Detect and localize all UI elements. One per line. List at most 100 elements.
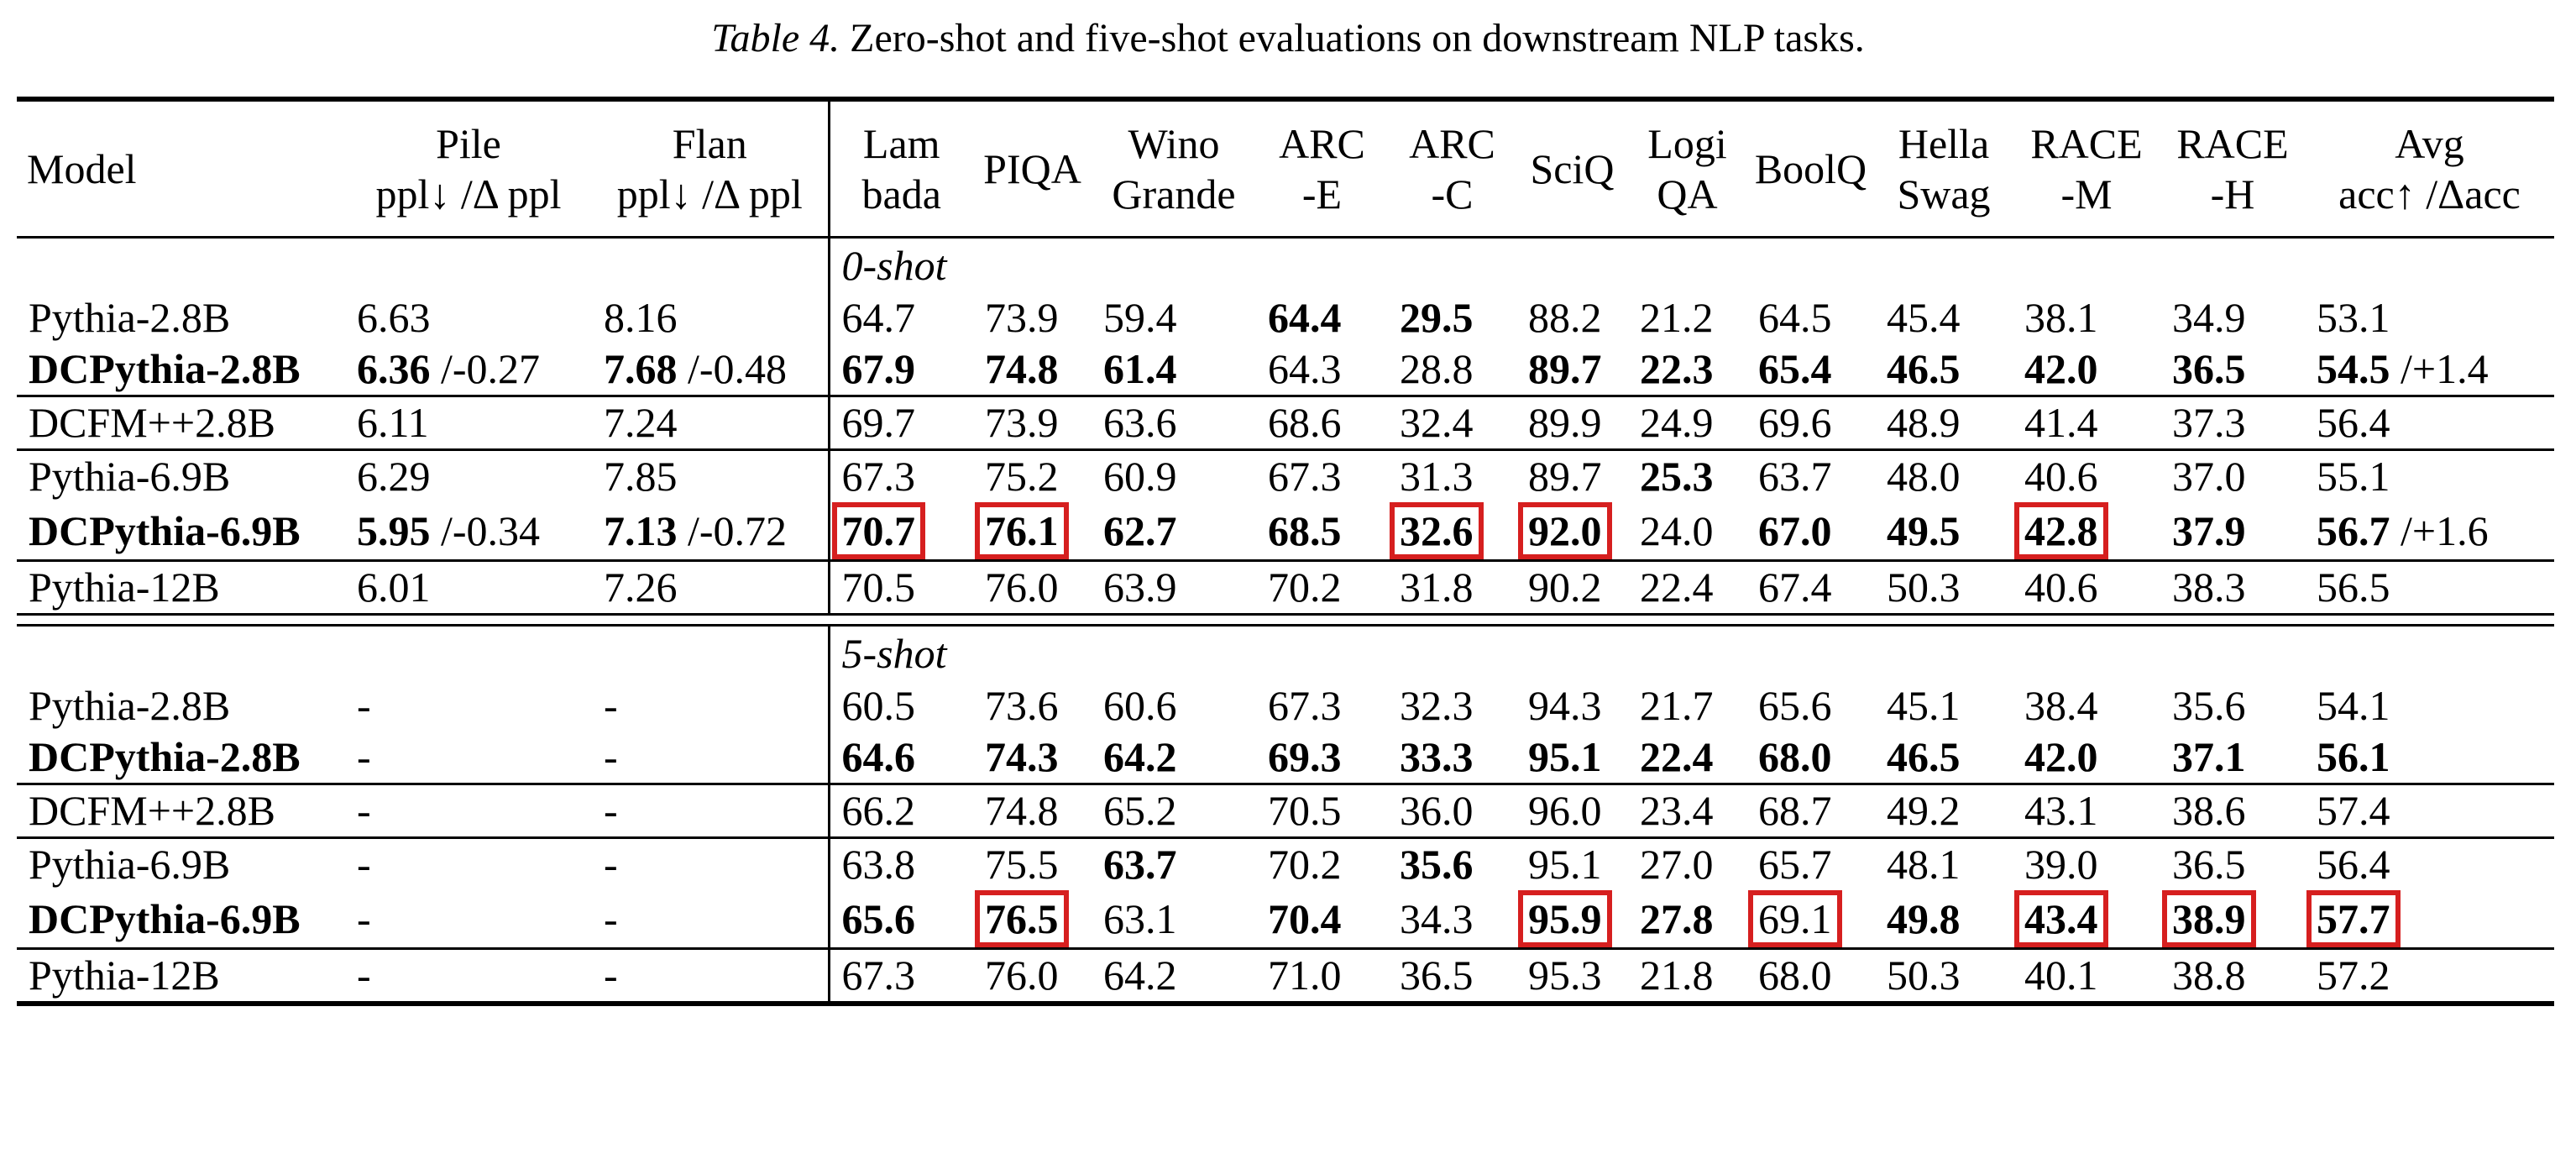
header-line: Hella — [1898, 120, 1990, 167]
header-cell: ARC -E — [1256, 97, 1388, 239]
value-cell: 36.5 — [1388, 947, 1516, 1006]
highlight-box: 38.9 — [2162, 890, 2256, 947]
header-cell: Logi QA — [1628, 97, 1746, 239]
model-name: DCFM++2.8B — [29, 399, 275, 446]
header-cell: Avg acc↑ /Δacc — [2305, 97, 2554, 239]
header-line: -H — [2210, 170, 2255, 218]
value: 76.1 — [985, 507, 1059, 554]
value-cell: - — [592, 680, 829, 731]
value: 35.6 — [1400, 841, 1474, 888]
value: - — [357, 894, 371, 942]
value: 32.3 — [1400, 682, 1474, 729]
value-cell: 56.1 — [2305, 731, 2554, 784]
separator-cell — [1746, 613, 1875, 627]
value: 57.7 — [2317, 895, 2390, 942]
data-row: DCPythia-6.9B 5.95 /-0.34 7.13 /-0.72 70.7 7… — [17, 502, 2554, 561]
separator-cell — [1516, 613, 1628, 627]
value-cell: 21.2 — [1628, 292, 1746, 343]
value-cell: 46.5 — [1875, 731, 2013, 784]
value: 89.7 — [1528, 453, 1602, 500]
value: 38.4 — [2024, 682, 2098, 729]
value: 5.95 — [357, 506, 431, 554]
value: 50.3 — [1887, 564, 1961, 611]
value: 56.7 — [2317, 506, 2390, 554]
label-cell — [1628, 626, 1746, 681]
value: 36.5 — [2172, 345, 2246, 392]
delta: /-0.72 — [688, 506, 788, 554]
value: 7.13 — [604, 506, 678, 554]
value: 40.6 — [2024, 453, 2098, 500]
value: - — [357, 952, 371, 999]
label-cell — [17, 626, 345, 681]
value: 65.7 — [1758, 841, 1832, 888]
data-row: Pythia-2.8B 6.63 8.16 64.7 73.9 59.4 64.4 29.5 8… — [17, 292, 2554, 343]
value-cell: 38.3 — [2160, 559, 2305, 615]
value-cell: 7.85 — [592, 448, 829, 502]
value-cell: 48.1 — [1875, 836, 2013, 890]
value-cell: 95.9 — [1516, 890, 1628, 949]
value: 37.0 — [2172, 453, 2246, 500]
data-row: DCFM++2.8B - - 66.2 74.8 65.2 70.5 36.0 96.0 23.4… — [17, 783, 2554, 838]
value: 70.5 — [841, 564, 916, 611]
value: 65.4 — [1758, 345, 1832, 392]
value: 45.4 — [1887, 294, 1961, 341]
value-cell: 49.5 — [1875, 502, 2013, 561]
value-cell: 67.3 — [827, 947, 973, 1006]
value-cell: 64.2 — [1092, 731, 1256, 784]
value: 37.9 — [2172, 506, 2246, 554]
value-cell: 69.7 — [827, 395, 973, 450]
value-cell: 50.3 — [1875, 559, 2013, 615]
model-cell: DCPythia-2.8B — [17, 343, 345, 396]
value: 27.0 — [1640, 841, 1714, 888]
value-cell: 57.7 — [2305, 890, 2554, 949]
header-line: QA — [1657, 170, 1718, 218]
value-cell: 64.4 — [1256, 292, 1388, 343]
value: 6.01 — [357, 564, 431, 611]
value-cell: 64.6 — [827, 731, 973, 784]
value-cell: 73.6 — [973, 680, 1092, 731]
value-cell: 24.9 — [1628, 395, 1746, 450]
highlight-box: 32.6 — [1390, 502, 1484, 559]
value-cell: 38.6 — [2160, 783, 2305, 838]
data-row: DCFM++2.8B 6.11 7.24 69.7 73.9 63.6 68.6 32.4 89… — [17, 395, 2554, 450]
value-cell: 50.3 — [1875, 947, 2013, 1006]
header-cell: ARC -C — [1388, 97, 1516, 239]
caption-text: Zero-shot and five-shot evaluations on d… — [850, 16, 1865, 60]
value-cell: 31.8 — [1388, 559, 1516, 615]
header-line: Model — [27, 145, 137, 192]
value-cell: 43.4 — [2013, 890, 2160, 949]
value: 34.3 — [1400, 894, 1474, 942]
highlight-box: 43.4 — [2014, 890, 2108, 947]
value-cell: 32.3 — [1388, 680, 1516, 731]
delta: /+1.6 — [2401, 506, 2489, 554]
value-cell: 63.1 — [1092, 890, 1256, 949]
value-cell: 63.9 — [1092, 559, 1256, 615]
value-cell: 37.3 — [2160, 395, 2305, 450]
value: 59.4 — [1103, 294, 1177, 341]
value: 34.9 — [2172, 294, 2246, 341]
value-cell: 53.1 — [2305, 292, 2554, 343]
separator-cell — [592, 613, 829, 627]
value-cell: 45.4 — [1875, 292, 2013, 343]
value-cell: 94.3 — [1516, 680, 1628, 731]
value: - — [357, 733, 371, 780]
label-cell — [1628, 238, 1746, 293]
value-cell: 76.0 — [973, 947, 1092, 1006]
value-cell: 65.2 — [1092, 783, 1256, 838]
value: 6.63 — [357, 294, 431, 341]
highlight-box: 95.9 — [1518, 890, 1612, 947]
model-name: Pythia-12B — [29, 952, 220, 999]
value-cell: - — [345, 947, 592, 1006]
label-cell — [1516, 626, 1628, 681]
header-line: Pile — [436, 120, 501, 167]
value-cell: 48.0 — [1875, 448, 2013, 502]
header-cell: Flan ppl↓ /Δ ppl — [592, 97, 829, 239]
value-cell: 38.4 — [2013, 680, 2160, 731]
value-cell: 6.36 /-0.27 — [345, 343, 592, 396]
value: 73.9 — [985, 294, 1059, 341]
model-cell: DCPythia-2.8B — [17, 731, 345, 784]
value-cell: 70.4 — [1256, 890, 1388, 949]
caption-label: Table 4. — [711, 16, 840, 60]
value-cell: 46.5 — [1875, 343, 2013, 396]
